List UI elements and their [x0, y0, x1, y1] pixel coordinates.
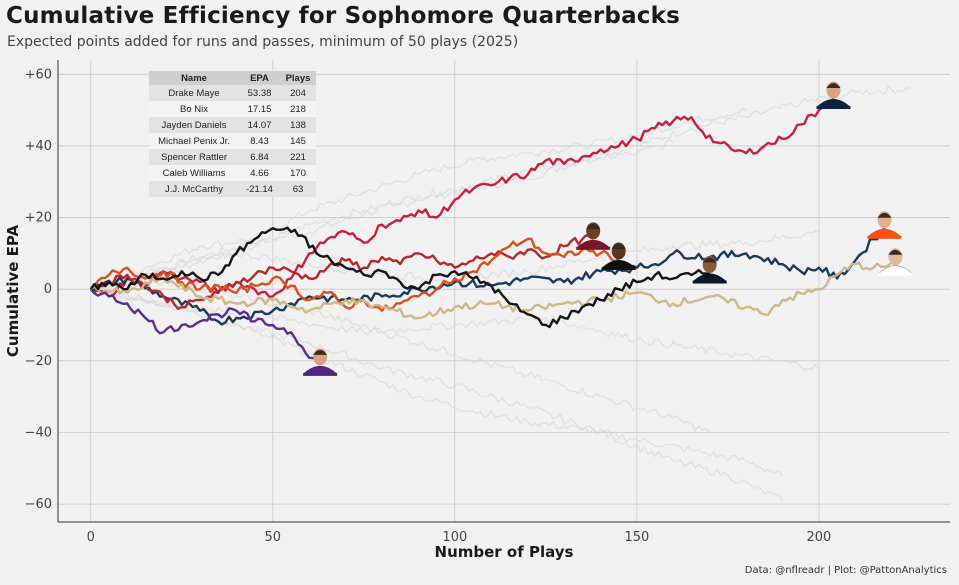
x-tick-label: 200 [807, 530, 832, 545]
table-cell-plays: 63 [280, 181, 316, 197]
series-line-bo-nix [90, 227, 886, 326]
player-jersey [601, 260, 636, 269]
player-jersey [303, 365, 338, 374]
series-line-michael-penix-jr [89, 237, 620, 312]
player-jersey-base [878, 272, 913, 276]
x-tick-label: 0 [87, 530, 95, 545]
table-cell-plays: 138 [280, 117, 316, 133]
table-row: Drake Maye 53.38 204 [149, 85, 316, 101]
player-hair [702, 257, 717, 263]
table-cell-epa: 8.43 [239, 133, 280, 149]
table-cell-epa: 14.07 [239, 117, 280, 133]
player-jersey-base [816, 106, 851, 110]
series-line-drake-maye [90, 97, 835, 298]
background-series-line [90, 85, 911, 291]
player-hair [313, 349, 328, 355]
table-cell-plays: 218 [280, 101, 316, 117]
chart-title: Cumulative Efficiency for Sophomore Quar… [6, 3, 681, 29]
series-line-spencer-rattler [90, 261, 897, 320]
table-row: Caleb Williams 4.66 170 [149, 165, 316, 181]
player-jersey [867, 228, 902, 237]
table-cell-name: Spencer Rattler [149, 149, 239, 165]
table-cell-epa: 6.84 [239, 149, 280, 165]
table-header-row: Name EPA Plays [149, 71, 316, 85]
data-credit: Data: @nflreadr | Plot: @PattonAnalytics [744, 565, 947, 576]
table-cell-epa: 17.15 [239, 101, 280, 117]
table-header-name: Name [149, 71, 239, 85]
table-cell-name: Michael Penix Jr. [149, 133, 239, 149]
table-cell-name: Bo Nix [149, 101, 239, 117]
player-hair [611, 244, 626, 250]
background-series-line [90, 288, 784, 476]
y-tick-label: −40 [25, 425, 52, 440]
axes: +60 +40 +20 0 −20 −40 −60 0 50 100 150 200 [25, 60, 950, 545]
x-tick-label: 100 [442, 530, 467, 545]
series-line-j-j-mccarthy [89, 288, 322, 366]
player-jersey [692, 273, 727, 282]
table-header-plays: Plays [280, 71, 316, 85]
player-hair [888, 249, 903, 255]
player-jersey-base [601, 267, 636, 271]
table-cell-epa: -21.14 [239, 181, 280, 197]
table-cell-plays: 221 [280, 149, 316, 165]
table-row: J.J. McCarthy -21.14 63 [149, 181, 316, 197]
series-line-caleb-williams [89, 226, 711, 329]
player-marker-michael-penix-jr [601, 242, 636, 271]
table-cell-plays: 204 [280, 85, 316, 101]
y-tick-label: +20 [25, 211, 52, 226]
x-tick-label: 50 [265, 530, 282, 545]
player-markers [303, 81, 914, 376]
table-cell-name: J.J. McCarthy [149, 181, 239, 197]
table-cell-name: Caleb Williams [149, 165, 239, 181]
table-cell-name: Jayden Daniels [149, 117, 239, 133]
table-row: Jayden Daniels 14.07 138 [149, 117, 316, 133]
chart-subtitle: Expected points added for runs and passe… [7, 34, 519, 50]
player-marker-spencer-rattler [877, 248, 914, 276]
y-tick-label: 0 [44, 282, 52, 297]
series-line-jayden-daniels [90, 234, 594, 310]
player-hair [826, 83, 841, 89]
table-header-epa: EPA [239, 71, 280, 85]
background-series-line [90, 287, 820, 371]
y-axis-title: Cumulative EPA [4, 225, 22, 358]
epa-summary-table: Name EPA Plays Drake Maye 53.38 204 Bo N… [149, 71, 316, 197]
y-tick-label: −60 [25, 497, 52, 512]
table-cell-name: Drake Maye [149, 85, 239, 101]
player-jersey [576, 239, 611, 248]
table-cell-plays: 170 [280, 165, 316, 181]
player-marker-jayden-daniels [576, 222, 611, 250]
player-hair [877, 212, 892, 218]
y-tick-label: +60 [25, 67, 52, 82]
player-jersey [816, 99, 851, 108]
table-cell-epa: 53.38 [239, 85, 280, 101]
player-hair [586, 223, 601, 229]
x-tick-label: 150 [624, 530, 649, 545]
y-tick-label: +40 [25, 139, 52, 154]
y-tick-label: −20 [25, 354, 52, 369]
player-marker-caleb-williams [692, 256, 727, 284]
table-row: Bo Nix 17.15 218 [149, 101, 316, 117]
table-row: Spencer Rattler 6.84 221 [149, 149, 316, 165]
player-jersey-base [692, 280, 727, 284]
player-jersey-base [576, 246, 611, 250]
player-jersey-base [303, 372, 338, 376]
table-cell-epa: 4.66 [239, 165, 280, 181]
player-marker-bo-nix [867, 211, 902, 239]
background-series-line [90, 107, 747, 291]
player-jersey-base [867, 235, 902, 239]
player-marker-j-j-mccarthy [303, 348, 338, 376]
player-marker-drake-maye [816, 81, 851, 110]
highlight-series [89, 97, 897, 366]
table-cell-plays: 145 [280, 133, 316, 149]
x-axis-title: Number of Plays [435, 543, 574, 561]
background-series-line [90, 286, 784, 501]
table-row: Michael Penix Jr. 8.43 145 [149, 133, 316, 149]
